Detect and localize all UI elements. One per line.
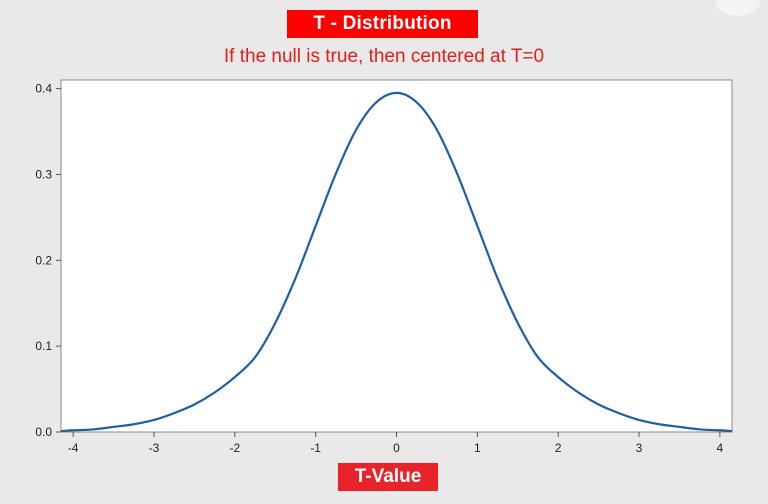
x-tick-label: -4	[68, 441, 79, 455]
plot-area	[60, 79, 733, 433]
x-axis-title: T-Value	[338, 463, 438, 491]
y-tick-label: 0.0	[35, 425, 52, 439]
corner-decoration	[716, 0, 760, 16]
y-tick-label: 0.1	[35, 339, 52, 353]
x-axis: -4 -3 -2 -1 0 1 2 3 4	[68, 432, 724, 455]
y-tick-label: 0.3	[35, 167, 52, 181]
density-curve-line	[60, 91, 733, 433]
x-tick-label: 2	[555, 441, 562, 455]
y-tick-label: 0.2	[35, 253, 52, 267]
y-axis: 0.0 0.1 0.2 0.3 0.4	[35, 82, 61, 439]
x-tick-label: -3	[149, 441, 160, 455]
x-tick-label: -2	[229, 441, 240, 455]
y-tick-label: 0.4	[35, 82, 52, 96]
x-tick-label: 3	[636, 441, 643, 455]
x-tick-label: -1	[310, 441, 321, 455]
x-tick-label: 1	[474, 441, 481, 455]
x-tick-label: 0	[393, 441, 400, 455]
chart-title: T - Distribution	[287, 10, 478, 38]
x-tick-label: 4	[717, 441, 724, 455]
series-layer	[60, 91, 733, 433]
chart-subtitle: If the null is true, then centered at T=…	[223, 46, 545, 67]
